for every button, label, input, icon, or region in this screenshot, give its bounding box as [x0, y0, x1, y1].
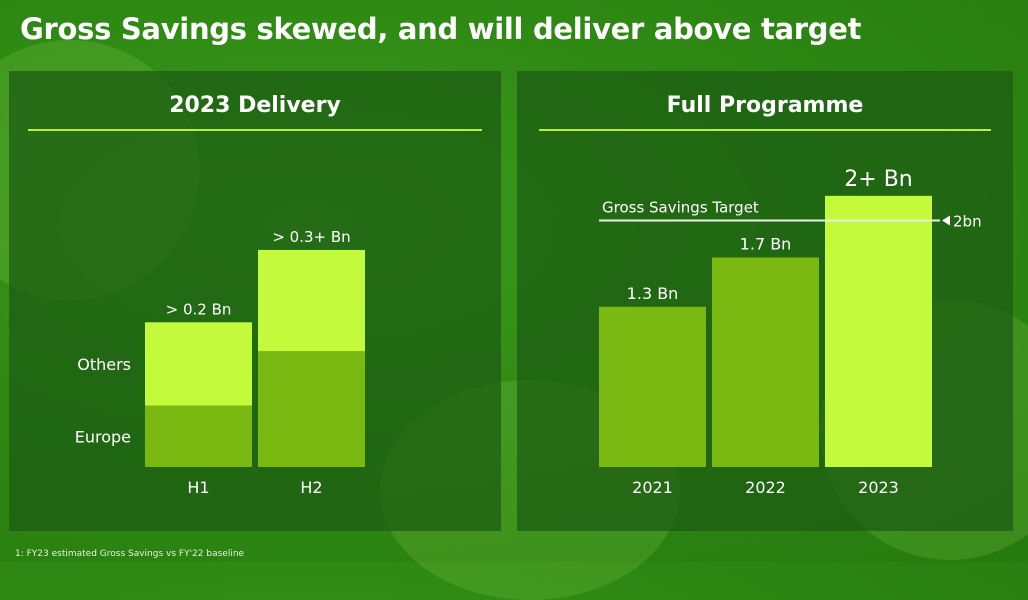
x-tick-label: 2021	[632, 478, 673, 497]
stacked-bar-segment	[258, 351, 365, 467]
footnote: 1: FY23 estimated Gross Savings vs FY'22…	[15, 549, 245, 559]
delivery-2023-chart: > 0.2 Bn H1 > 0.3+ Bn H2 Europe Others	[75, 228, 365, 497]
target-value-label: 2bn	[953, 212, 982, 230]
data-label: > 0.2 Bn	[166, 300, 232, 318]
bar	[712, 257, 819, 467]
bar	[599, 306, 706, 467]
panel-divider	[28, 129, 482, 131]
x-tick-label: H1	[187, 478, 209, 497]
stacked-bar-segment	[258, 249, 365, 352]
full-programme-panel: Full Programme 1.3 Bn 2021 1.7 Bn 2022 2+ Bn…	[517, 71, 1013, 531]
legend-label: Europe	[75, 427, 131, 446]
legend-label: Others	[77, 355, 131, 374]
x-tick-label: 2023	[858, 478, 899, 497]
data-label: 1.3 Bn	[627, 284, 679, 303]
x-tick-label: H2	[300, 478, 322, 497]
data-label: 2+ Bn	[844, 167, 912, 192]
data-label: > 0.3+ Bn	[272, 228, 350, 246]
x-tick-label: 2022	[745, 478, 786, 497]
bar	[825, 195, 932, 467]
target-marker-icon	[942, 215, 950, 226]
panel-divider	[539, 129, 991, 131]
stacked-bar-segment	[145, 322, 252, 406]
full-programme-chart: 1.3 Bn 2021 1.7 Bn 2022 2+ Bn 2023 Gross Savin…	[599, 167, 982, 497]
panel-title: Full Programme	[666, 93, 864, 118]
data-label: 1.7 Bn	[740, 234, 792, 253]
slide-title: Gross Savings skewed, and will deliver a…	[20, 12, 862, 46]
target-line-label: Gross Savings Target	[602, 198, 759, 216]
panel-title: 2023 Delivery	[169, 93, 341, 118]
stacked-bar-segment	[145, 405, 252, 467]
delivery-2023-panel: 2023 Delivery > 0.2 Bn H1 > 0.3+ Bn H2 Europ…	[9, 71, 501, 531]
